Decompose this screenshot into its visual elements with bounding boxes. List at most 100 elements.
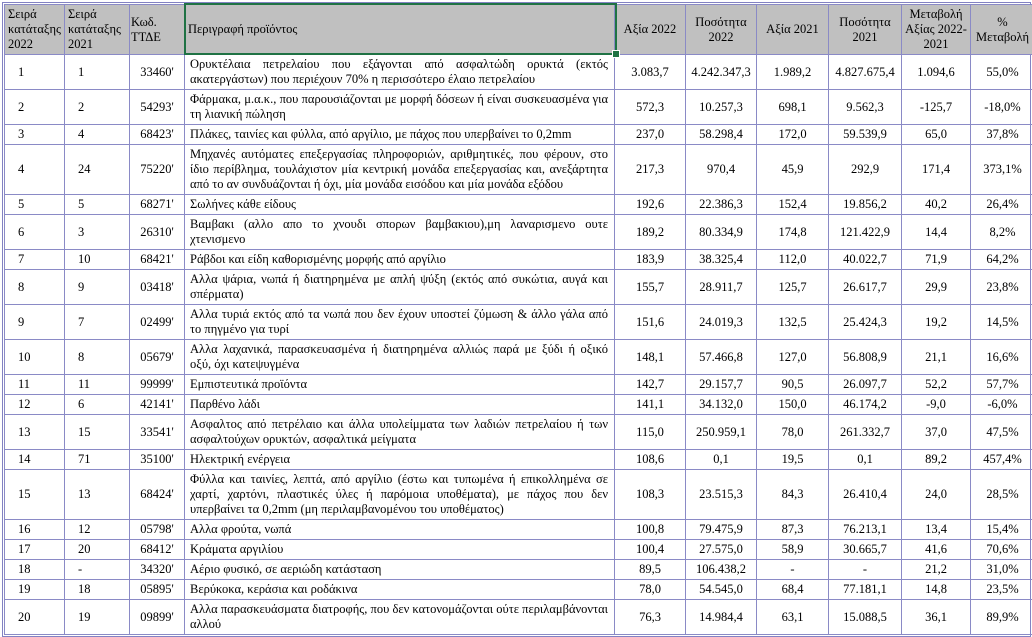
cell-value_2021[interactable]: 58,9 — [757, 540, 829, 560]
cell-value_2022[interactable]: 151,6 — [615, 305, 686, 340]
cell-qty_2022[interactable]: 27.575,0 — [686, 540, 757, 560]
cell-pct_change[interactable]: 47,5% — [971, 415, 1032, 450]
cell-value_2021[interactable]: - — [757, 560, 829, 580]
cell-value_2022[interactable]: 148,1 — [615, 340, 686, 375]
cell-value_2022[interactable]: 189,2 — [615, 215, 686, 250]
cell-qty_2021[interactable]: 26.410,4 — [829, 470, 902, 520]
cell-value_2021[interactable]: 63,1 — [757, 600, 829, 635]
cell-change_value[interactable]: 21,1 — [902, 340, 971, 375]
cell-rank_2022[interactable]: 17 — [5, 540, 65, 560]
cell-rank_2022[interactable]: 12 — [5, 395, 65, 415]
cell-value_2021[interactable]: 698,1 — [757, 90, 829, 125]
cell-value_2021[interactable]: 150,0 — [757, 395, 829, 415]
column-header-value_2021[interactable]: Αξία 2021 — [757, 5, 829, 55]
cell-value_2022[interactable]: 155,7 — [615, 270, 686, 305]
cell-change_value[interactable]: 40,2 — [902, 195, 971, 215]
cell-value_2022[interactable]: 108,6 — [615, 450, 686, 470]
cell-rank_2022[interactable]: 10 — [5, 340, 65, 375]
cell-rank_2021[interactable]: 7 — [65, 305, 130, 340]
column-header-code[interactable]: Κωδ. ΤΤΔΕ — [130, 5, 185, 55]
cell-pct_change[interactable]: -18,0% — [971, 90, 1032, 125]
cell-pct_change[interactable]: 373,1% — [971, 145, 1032, 195]
cell-code[interactable]: 75220' — [130, 145, 185, 195]
cell-value_2022[interactable]: 78,0 — [615, 580, 686, 600]
cell-qty_2021[interactable]: 19.856,2 — [829, 195, 902, 215]
cell-change_value[interactable]: 1.094,6 — [902, 55, 971, 90]
cell-code[interactable]: 02499' — [130, 305, 185, 340]
cell-qty_2021[interactable]: 9.562,3 — [829, 90, 902, 125]
cell-rank_2022[interactable]: 8 — [5, 270, 65, 305]
cell-change_value[interactable]: 19,2 — [902, 305, 971, 340]
cell-qty_2021[interactable]: 76.213,1 — [829, 520, 902, 540]
cell-description[interactable]: Εμπιστευτικά προϊόντα — [185, 375, 615, 395]
cell-value_2022[interactable]: 89,5 — [615, 560, 686, 580]
cell-description[interactable]: Αλλα φρούτα, νωπά — [185, 520, 615, 540]
cell-qty_2021[interactable]: 30.665,7 — [829, 540, 902, 560]
cell-rank_2022[interactable]: 7 — [5, 250, 65, 270]
cell-rank_2021[interactable]: 19 — [65, 600, 130, 635]
cell-rank_2022[interactable]: 4 — [5, 145, 65, 195]
cell-qty_2022[interactable]: 250.959,1 — [686, 415, 757, 450]
cell-pct_change[interactable]: 70,6% — [971, 540, 1032, 560]
cell-rank_2021[interactable]: 2 — [65, 90, 130, 125]
cell-code[interactable]: 03418' — [130, 270, 185, 305]
column-header-qty_2022[interactable]: Ποσότητα 2022 — [686, 5, 757, 55]
cell-rank_2021[interactable]: 8 — [65, 340, 130, 375]
cell-description[interactable]: Ράβδοι και είδη καθορισμένης μορφής από … — [185, 250, 615, 270]
cell-code[interactable]: 05798' — [130, 520, 185, 540]
selection-resize-handle[interactable] — [612, 50, 620, 58]
cell-change_value[interactable]: -9,0 — [902, 395, 971, 415]
cell-rank_2021[interactable]: 13 — [65, 470, 130, 520]
cell-qty_2021[interactable]: 261.332,7 — [829, 415, 902, 450]
cell-rank_2021[interactable]: 3 — [65, 215, 130, 250]
cell-rank_2021[interactable]: 9 — [65, 270, 130, 305]
cell-value_2022[interactable]: 115,0 — [615, 415, 686, 450]
cell-change_value[interactable]: 171,4 — [902, 145, 971, 195]
cell-code[interactable]: 68271' — [130, 195, 185, 215]
cell-change_value[interactable]: 24,0 — [902, 470, 971, 520]
cell-value_2021[interactable]: 45,9 — [757, 145, 829, 195]
cell-qty_2021[interactable]: 4.827.675,4 — [829, 55, 902, 90]
cell-qty_2022[interactable]: 970,4 — [686, 145, 757, 195]
cell-description[interactable]: Κράματα αργιλίου — [185, 540, 615, 560]
cell-pct_change[interactable]: 37,8% — [971, 125, 1032, 145]
cell-change_value[interactable]: 41,6 — [902, 540, 971, 560]
cell-rank_2021[interactable]: 15 — [65, 415, 130, 450]
cell-description[interactable]: Αλλα λαχανικά, παρασκευασμένα ή διατηρημ… — [185, 340, 615, 375]
cell-value_2022[interactable]: 217,3 — [615, 145, 686, 195]
cell-qty_2021[interactable]: 292,9 — [829, 145, 902, 195]
cell-qty_2021[interactable]: 77.181,1 — [829, 580, 902, 600]
cell-value_2022[interactable]: 108,3 — [615, 470, 686, 520]
cell-rank_2022[interactable]: 3 — [5, 125, 65, 145]
cell-pct_change[interactable]: 31,0% — [971, 560, 1032, 580]
cell-qty_2022[interactable]: 38.325,4 — [686, 250, 757, 270]
cell-qty_2021[interactable]: 26.097,7 — [829, 375, 902, 395]
cell-pct_change[interactable]: 89,9% — [971, 600, 1032, 635]
cell-code[interactable]: 33460' — [130, 55, 185, 90]
cell-pct_change[interactable]: 55,0% — [971, 55, 1032, 90]
cell-qty_2022[interactable]: 28.911,7 — [686, 270, 757, 305]
cell-rank_2022[interactable]: 14 — [5, 450, 65, 470]
cell-rank_2022[interactable]: 5 — [5, 195, 65, 215]
cell-rank_2021[interactable]: 71 — [65, 450, 130, 470]
cell-code[interactable]: 35100' — [130, 450, 185, 470]
cell-description[interactable]: Φύλλα και ταινίες, λεπτά, από αργίλιο (έ… — [185, 470, 615, 520]
cell-value_2021[interactable]: 90,5 — [757, 375, 829, 395]
cell-code[interactable]: 99999' — [130, 375, 185, 395]
cell-change_value[interactable]: -125,7 — [902, 90, 971, 125]
cell-value_2021[interactable]: 19,5 — [757, 450, 829, 470]
cell-code[interactable]: 34320' — [130, 560, 185, 580]
cell-pct_change[interactable]: 8,2% — [971, 215, 1032, 250]
cell-description[interactable]: Σωλήνες κάθε είδους — [185, 195, 615, 215]
cell-change_value[interactable]: 37,0 — [902, 415, 971, 450]
cell-description[interactable]: Ορυκτέλαια πετρελαίου που εξάγονται από … — [185, 55, 615, 90]
cell-rank_2021[interactable]: 1 — [65, 55, 130, 90]
cell-description[interactable]: Βερύκοκα, κεράσια και ροδάκινα — [185, 580, 615, 600]
column-header-value_2022[interactable]: Αξία 2022 — [615, 5, 686, 55]
cell-qty_2022[interactable]: 58.298,4 — [686, 125, 757, 145]
cell-code[interactable]: 26310' — [130, 215, 185, 250]
cell-pct_change[interactable]: 23,8% — [971, 270, 1032, 305]
cell-pct_change[interactable]: 14,5% — [971, 305, 1032, 340]
cell-qty_2022[interactable]: 34.132,0 — [686, 395, 757, 415]
cell-value_2022[interactable]: 100,4 — [615, 540, 686, 560]
